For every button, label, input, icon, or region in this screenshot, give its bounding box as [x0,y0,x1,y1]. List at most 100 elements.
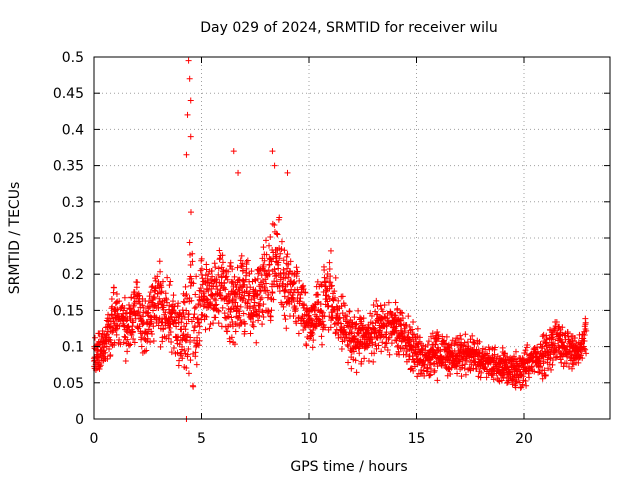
data-point [283,253,290,260]
data-point [281,288,288,295]
data-point [113,299,120,306]
data-point [425,338,432,345]
data-point [190,314,197,321]
data-point [109,329,116,336]
data-point [373,333,380,340]
data-point [265,291,272,298]
data-point [571,335,578,342]
data-point [467,336,474,343]
data-point [260,263,267,270]
data-point [193,273,200,280]
data-point [318,281,325,288]
data-point [266,242,273,249]
data-point [212,297,219,304]
data-point [148,330,155,337]
data-point [172,310,179,317]
data-point [181,347,188,354]
data-point [384,347,391,354]
data-point [524,342,531,349]
data-point [188,318,195,325]
data-point [314,291,321,298]
data-point [583,327,590,334]
data-point [360,315,367,322]
data-point [290,312,297,319]
data-point [309,317,316,324]
data-point [504,353,511,360]
data-point [238,252,245,259]
data-point [164,299,171,306]
data-point [292,305,299,312]
data-point [140,320,147,327]
data-point [267,234,274,241]
data-point [202,326,209,333]
data-point [116,336,123,343]
data-point [322,288,329,295]
data-point [427,359,434,366]
data-point [183,320,190,327]
data-point [399,310,406,317]
data-point [222,286,229,293]
data-point [186,75,193,82]
data-point [206,325,213,332]
data-point [216,247,223,254]
data-point [167,278,174,285]
data-point [227,263,234,270]
data-point [236,276,243,283]
data-point [569,360,576,367]
data-point [244,257,251,264]
data-point [255,306,262,313]
data-point [196,319,203,326]
data-point [358,315,365,322]
data-point [521,350,528,357]
data-point [239,260,246,267]
data-point [454,370,461,377]
data-point [226,338,233,345]
data-point [331,321,338,328]
data-point [564,353,571,360]
data-point [316,316,323,323]
data-point [370,358,377,365]
data-point [262,237,269,244]
data-point [176,357,183,364]
data-point [457,332,464,339]
data-point [403,322,410,329]
data-point [345,343,352,350]
data-point [166,302,173,309]
data-point [264,287,271,294]
data-point [235,286,242,293]
data-point [565,363,572,370]
data-point [271,221,278,228]
data-point [458,373,465,380]
data-point [282,286,289,293]
data-point [159,278,166,285]
data-point [284,251,291,258]
data-point [395,348,402,355]
data-point [185,57,192,64]
data-point [167,329,174,336]
data-point [300,286,307,293]
data-point [539,343,546,350]
data-point [243,265,250,272]
data-point [277,250,284,257]
data-point [581,345,588,352]
data-point [134,279,141,286]
data-point [212,264,219,271]
data-point [146,293,153,300]
data-point [261,284,268,291]
data-point [125,323,132,330]
data-point [560,363,567,370]
data-point [459,356,466,363]
data-point [523,382,530,389]
data-point [156,295,163,302]
data-point [232,328,239,335]
data-point [136,298,143,305]
data-point [260,314,267,321]
data-point [458,336,465,343]
data-point [409,331,416,338]
data-point [268,295,275,302]
data-point [263,280,270,287]
data-point [225,268,232,275]
x-tick-label: 0 [90,431,99,447]
data-point [388,340,395,347]
